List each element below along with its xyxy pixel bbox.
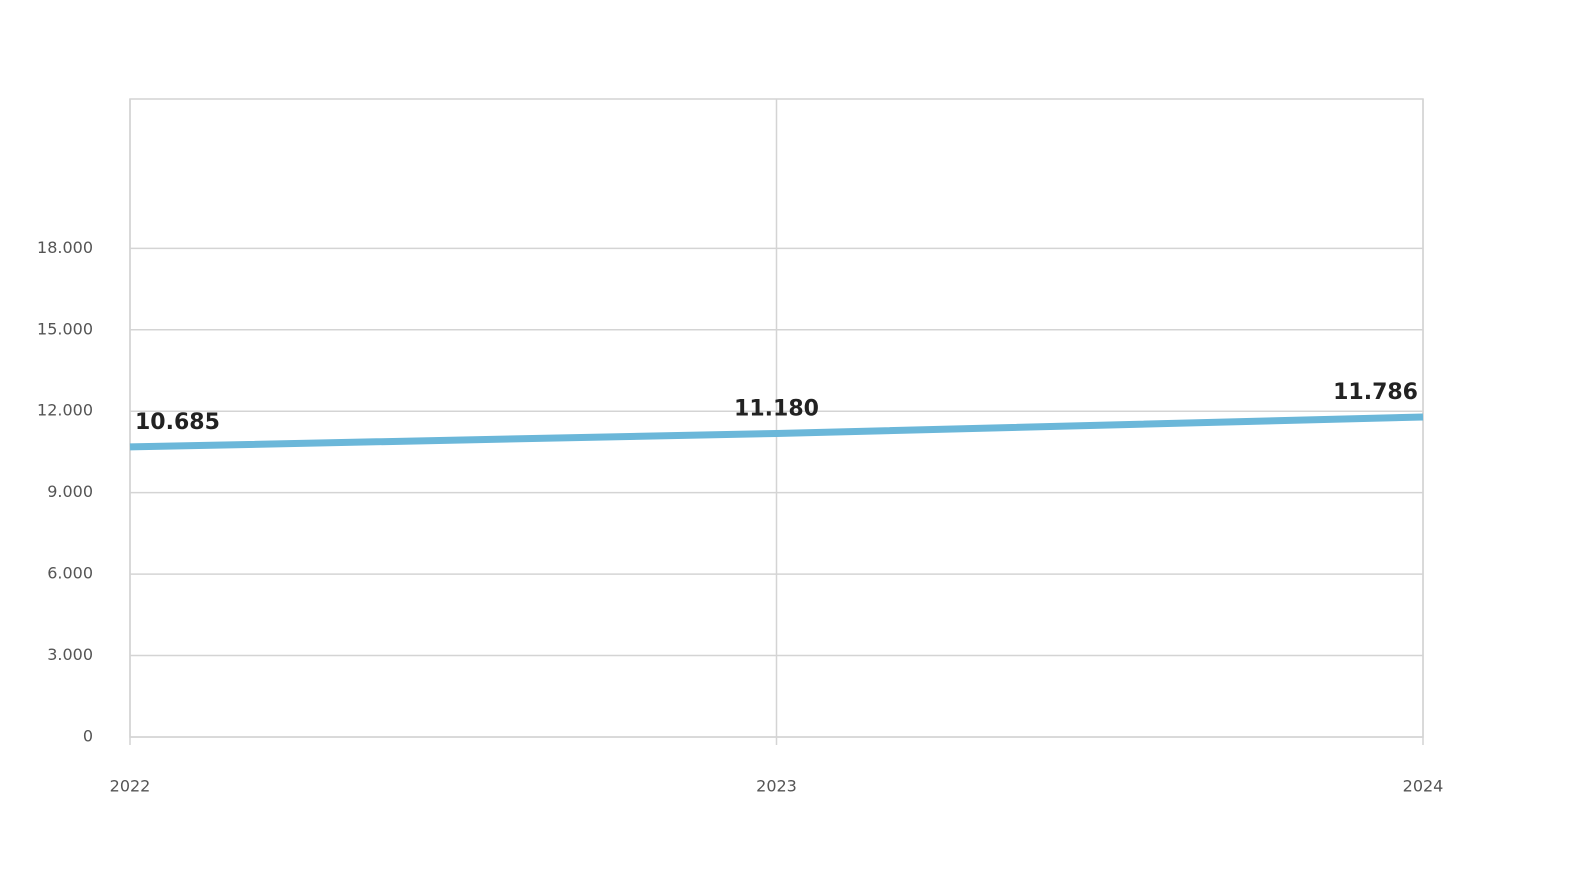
y-tick-label: 15.000: [37, 319, 93, 338]
data-label: 11.180: [734, 396, 819, 421]
data-label: 10.685: [135, 410, 220, 435]
y-tick-label: 0: [83, 727, 93, 746]
y-tick-label: 18.000: [37, 238, 93, 257]
x-tick-label: 2022: [110, 777, 151, 796]
x-tick-label: 2024: [1403, 777, 1444, 796]
y-tick-label: 12.000: [37, 401, 93, 420]
y-tick-label: 6.000: [47, 564, 93, 583]
line: [129, 413, 1424, 451]
x-tick-label: 2023: [756, 777, 797, 796]
y-tick-label: 3.000: [47, 645, 93, 664]
y-tick-label: 9.000: [47, 482, 93, 501]
data-label: 11.786: [1333, 380, 1418, 405]
